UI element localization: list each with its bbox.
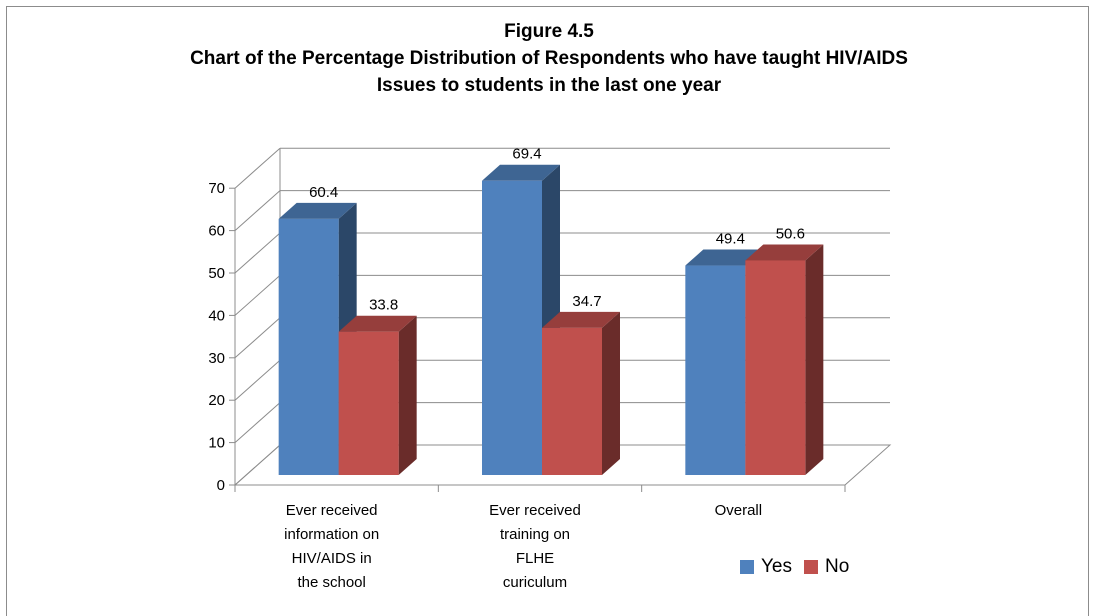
legend-label-no: No xyxy=(825,556,850,577)
bar-top-yes xyxy=(685,249,764,266)
gridline-side xyxy=(234,317,281,359)
bar-top-yes xyxy=(482,164,560,181)
legend-item-yes: Yes xyxy=(740,556,792,578)
legend: Yes No xyxy=(740,556,861,578)
legend-swatch-yes xyxy=(740,560,754,574)
x-category-label: FLHE xyxy=(516,550,554,567)
x-category-label: curiculum xyxy=(503,574,567,591)
x-category-label: the school xyxy=(297,574,365,591)
bar-yes xyxy=(278,218,339,476)
chart-subtitle-line-1: Chart of the Percentage Distribution of … xyxy=(190,48,908,69)
gridline-side xyxy=(234,275,281,316)
y-tick-label: 40 xyxy=(208,307,225,324)
bar-no xyxy=(745,260,806,475)
data-label-yes: 49.4 xyxy=(716,231,745,248)
data-label-no: 50.6 xyxy=(776,225,805,242)
x-category-label: information on xyxy=(284,526,379,543)
bar-layer xyxy=(278,164,824,476)
bar-yes xyxy=(685,265,746,475)
gridline-side xyxy=(234,402,281,443)
bar-side-no xyxy=(805,244,824,475)
chart-title: Figure 4.5 xyxy=(504,21,594,42)
bar-top-no xyxy=(338,315,417,332)
data-label-no: 33.8 xyxy=(369,297,398,314)
y-tick-label: 10 xyxy=(208,435,225,452)
x-category-label: Ever received xyxy=(286,502,378,519)
legend-swatch-no xyxy=(804,560,818,574)
gridline-side xyxy=(234,147,281,189)
data-label-no: 34.7 xyxy=(572,293,601,310)
y-tick-label: 30 xyxy=(208,350,225,367)
bar-yes xyxy=(482,180,542,475)
y-tick-label: 60 xyxy=(208,223,225,240)
x-category-label: Ever received xyxy=(489,502,581,519)
data-label-yes: 69.4 xyxy=(512,146,541,163)
x-category-label: training on xyxy=(500,526,570,543)
data-label-yes: 60.4 xyxy=(309,184,338,201)
chart-titles: Figure 4.5 Chart of the Percentage Distr… xyxy=(0,18,1098,99)
legend-item-no: No xyxy=(804,556,849,578)
bar-side-no xyxy=(602,311,620,475)
chart-subtitle-line-2: Issues to students in the last one year xyxy=(376,75,722,96)
y-tick-label: 20 xyxy=(208,392,225,409)
bar-top-yes xyxy=(278,202,357,219)
x-category-label: Overall xyxy=(715,502,763,519)
y-tick-label: 70 xyxy=(208,180,225,197)
bar-top-no xyxy=(745,244,824,261)
gridline-side xyxy=(234,190,281,231)
y-tick-label: 0 xyxy=(217,477,225,494)
bar-side-no xyxy=(398,315,417,475)
bar-no xyxy=(338,331,399,475)
x-category-label: HIV/AIDS in xyxy=(292,550,372,567)
label-layer: 0 10 20 30 40 50 60 70 60.4 33.8 Ever received info… xyxy=(208,146,805,591)
bar-top-no xyxy=(542,311,620,328)
legend-label-yes: Yes xyxy=(761,556,792,577)
gridline-side xyxy=(234,232,281,274)
gridline-side xyxy=(234,359,281,401)
bar-no xyxy=(542,327,602,475)
y-tick-label: 50 xyxy=(208,265,225,282)
